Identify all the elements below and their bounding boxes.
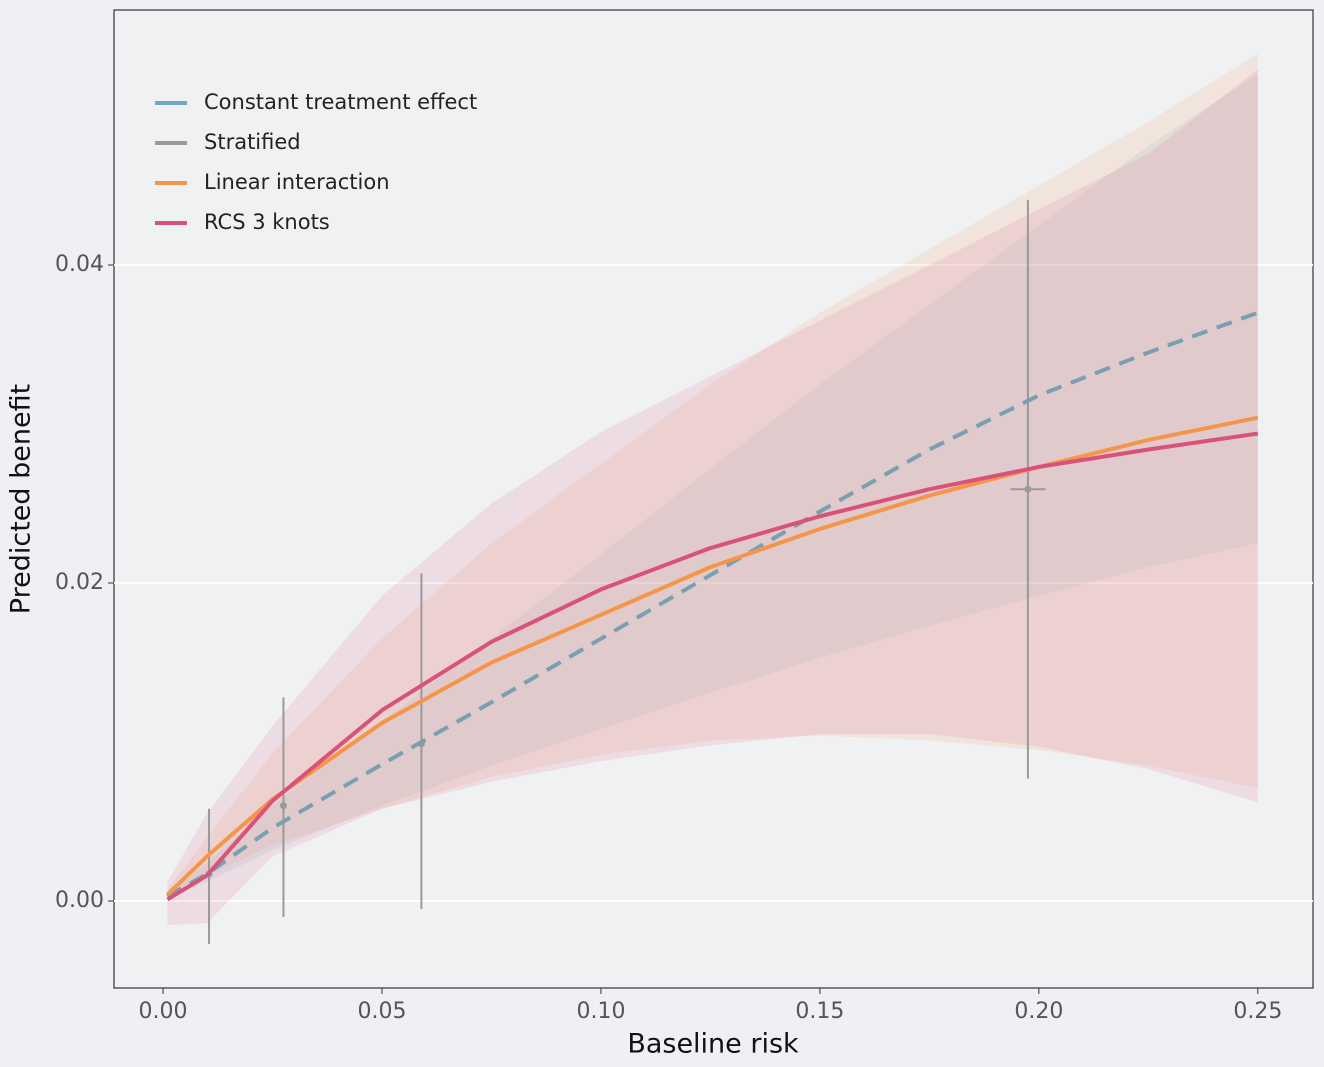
y-tick-label: 0.02 [55,570,104,595]
confidence-band [167,69,1258,925]
x-tick-label: 0.05 [358,999,407,1024]
legend-label: RCS 3 knots [204,210,330,234]
legend-label: Constant treatment effect [204,90,477,114]
y-tick-label: 0.00 [55,888,104,913]
x-tick-label: 0.00 [139,999,188,1024]
line [166,310,1259,898]
point [1024,485,1032,493]
legend-label: Linear interaction [204,170,390,194]
x-tick-label: 0.20 [1014,999,1063,1024]
x-tick-label: 0.25 [1233,999,1282,1024]
legend-label: Stratified [204,130,301,154]
y-tick-label: 0.04 [55,252,104,277]
x-tick-label: 0.10 [576,999,625,1024]
point [279,802,287,810]
confidence-band [167,53,1258,900]
x-axis-title: Baseline risk [627,1029,799,1060]
y-axis-title: Predicted benefit [6,384,37,614]
plot-panel [113,9,1314,989]
x-tick-label: 0.15 [795,999,844,1024]
line [166,431,1259,902]
